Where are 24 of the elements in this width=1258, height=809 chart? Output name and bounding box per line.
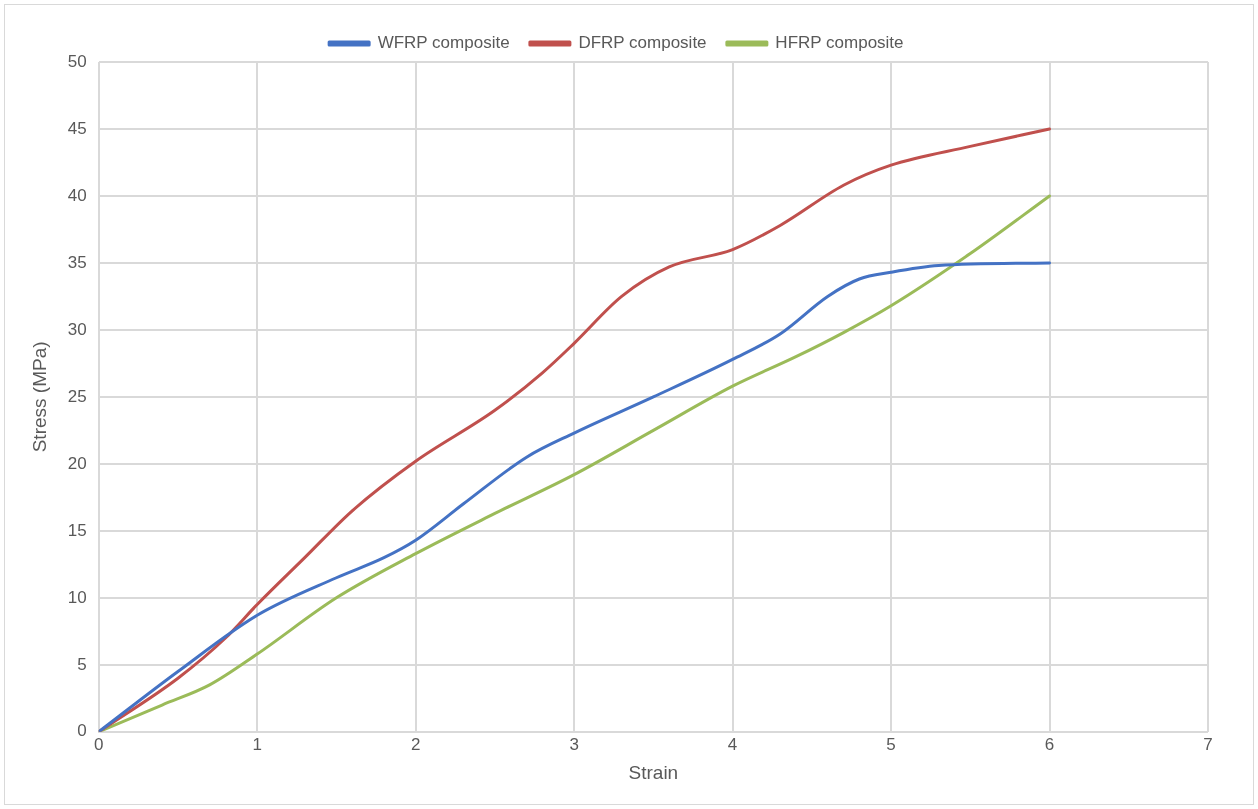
- x-tick-label: 2: [410, 734, 421, 754]
- y-tick-label: 50: [67, 51, 87, 71]
- y-tick-label: 30: [67, 319, 87, 339]
- legend-label: DFRP composite: [578, 33, 707, 53]
- x-tick-label: 4: [727, 734, 738, 754]
- y-tick-label: 20: [67, 453, 87, 473]
- y-tick-label: 15: [67, 520, 87, 540]
- legend-label: HFRP composite: [775, 33, 904, 53]
- x-tick-label: 7: [1203, 734, 1213, 754]
- y-tick-label: 0: [77, 721, 87, 741]
- legend-label: WFRP composite: [377, 33, 510, 53]
- y-tick-label: 40: [67, 185, 87, 205]
- y-tick-label: 25: [67, 386, 87, 406]
- x-tick-label: 6: [1044, 734, 1055, 754]
- x-tick-label: 5: [886, 734, 896, 754]
- x-tick-label: 1: [252, 734, 262, 754]
- y-tick-label: 45: [67, 118, 87, 138]
- x-tick-label: 3: [569, 734, 579, 754]
- x-tick-label: 0: [93, 734, 104, 754]
- y-tick-label: 5: [77, 654, 87, 674]
- x-axis-title: Strain: [628, 761, 679, 783]
- y-axis-title: Stress (MPa): [28, 341, 50, 453]
- y-tick-label: 35: [67, 252, 87, 272]
- y-tick-label: 10: [67, 587, 87, 607]
